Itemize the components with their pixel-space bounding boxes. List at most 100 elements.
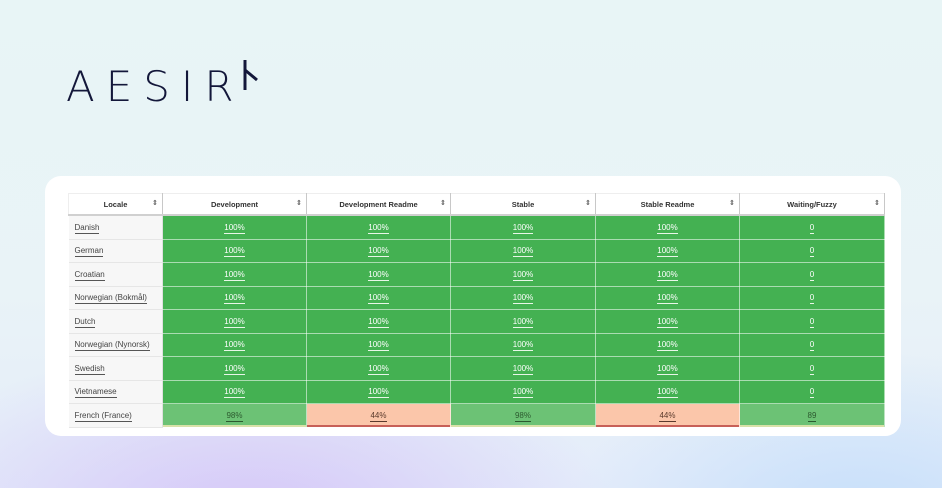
locale-cell: Vietnamese — [68, 380, 163, 404]
stable-readme-link[interactable]: 100% — [657, 340, 678, 352]
waiting-fuzzy-link[interactable]: 0 — [809, 387, 815, 399]
stable-readme-cell: 100% — [595, 262, 740, 287]
locale-link[interactable]: French (France) — [74, 410, 132, 422]
sort-icon[interactable]: ⇕ — [585, 200, 591, 207]
sort-icon[interactable]: ⇕ — [296, 200, 302, 207]
sort-icon[interactable]: ⇕ — [152, 200, 158, 207]
table-row: Vietnamese 100% 100% 100% 100% 0 — [68, 380, 885, 404]
aesir-logo: AESIR — [66, 60, 258, 111]
stable-readme-link[interactable]: 100% — [657, 363, 678, 375]
development-readme-link[interactable]: 100% — [368, 316, 389, 328]
locale-link[interactable]: Croatian — [74, 269, 105, 281]
table-row: Danish 100% 100% 100% 100% 0 — [68, 215, 885, 240]
development-readme-cell: 44% — [306, 403, 451, 428]
stable-link[interactable]: 100% — [512, 293, 534, 305]
column-header-stable[interactable]: Stable ⇕ — [450, 193, 596, 216]
locale-cell: German — [68, 239, 163, 263]
stable-readme-link[interactable]: 100% — [657, 387, 678, 399]
development-readme-link[interactable]: 100% — [368, 246, 389, 258]
locale-link[interactable]: Swedish — [74, 363, 105, 375]
locale-cell: Dutch — [68, 309, 163, 334]
stable-link[interactable]: 100% — [512, 340, 534, 352]
development-link[interactable]: 100% — [224, 363, 245, 375]
development-link[interactable]: 100% — [224, 387, 245, 399]
stable-link[interactable]: 100% — [512, 246, 534, 258]
stable-readme-cell: 44% — [595, 403, 740, 428]
development-readme-link[interactable]: 100% — [368, 340, 389, 352]
stable-readme-link[interactable]: 100% — [657, 269, 678, 281]
column-header-development-readme[interactable]: Development Readme ⇕ — [306, 193, 451, 216]
waiting-fuzzy-link[interactable]: 0 — [809, 269, 815, 281]
stable-cell: 100% — [450, 215, 596, 240]
development-readme-cell: 100% — [306, 333, 451, 357]
waiting-fuzzy-link[interactable]: 0 — [809, 340, 815, 352]
development-readme-link[interactable]: 100% — [368, 387, 389, 399]
waiting-fuzzy-cell: 0 — [739, 286, 885, 310]
stable-readme-link[interactable]: 100% — [657, 293, 678, 305]
stable-link[interactable]: 98% — [514, 410, 531, 422]
stable-readme-cell: 100% — [595, 333, 740, 357]
waiting-fuzzy-link[interactable]: 0 — [809, 363, 815, 375]
locale-link[interactable]: Vietnamese — [74, 387, 117, 399]
table-row: Croatian 100% 100% 100% 100% 0 — [68, 262, 885, 287]
logo-rune-icon — [239, 60, 258, 106]
development-cell: 100% — [162, 262, 307, 287]
development-link[interactable]: 100% — [224, 316, 245, 328]
stable-link[interactable]: 100% — [512, 387, 534, 399]
table-row: German 100% 100% 100% 100% 0 — [68, 239, 885, 263]
stable-readme-link[interactable]: 44% — [659, 410, 676, 422]
development-cell: 100% — [162, 380, 307, 404]
stable-cell: 98% — [450, 403, 596, 428]
development-readme-cell: 100% — [306, 286, 451, 310]
development-readme-link[interactable]: 44% — [370, 410, 387, 422]
development-cell: 98% — [162, 403, 307, 428]
stable-readme-link[interactable]: 100% — [657, 316, 678, 328]
stable-readme-link[interactable]: 100% — [657, 222, 678, 234]
stable-readme-cell: 100% — [595, 239, 740, 263]
waiting-fuzzy-link[interactable]: 0 — [809, 293, 815, 305]
waiting-fuzzy-link[interactable]: 0 — [809, 222, 815, 234]
development-readme-link[interactable]: 100% — [368, 293, 389, 305]
waiting-fuzzy-cell: 0 — [739, 239, 885, 263]
stable-link[interactable]: 100% — [512, 316, 534, 328]
development-link[interactable]: 100% — [224, 269, 245, 281]
stable-readme-link[interactable]: 100% — [657, 246, 678, 258]
development-link[interactable]: 100% — [224, 222, 245, 234]
development-cell: 100% — [162, 239, 307, 263]
stable-cell: 100% — [450, 286, 596, 310]
waiting-fuzzy-cell: 0 — [739, 262, 885, 287]
development-link[interactable]: 100% — [224, 246, 245, 258]
waiting-fuzzy-cell: 89 — [739, 403, 885, 428]
column-header-development[interactable]: Development ⇕ — [162, 193, 307, 216]
stable-readme-cell: 100% — [595, 309, 740, 334]
translation-status-card: Locale ⇕ Development ⇕ Development Readme ⇕… — [45, 176, 901, 436]
column-header-waiting-fuzzy[interactable]: Waiting/Fuzzy ⇕ — [739, 193, 885, 216]
development-link[interactable]: 98% — [226, 410, 243, 422]
development-readme-cell: 100% — [306, 356, 451, 381]
development-readme-link[interactable]: 100% — [368, 222, 389, 234]
column-header-stable-readme[interactable]: Stable Readme ⇕ — [595, 193, 740, 216]
locale-link[interactable]: Danish — [74, 222, 100, 234]
sort-icon[interactable]: ⇕ — [729, 200, 735, 207]
development-cell: 100% — [162, 333, 307, 357]
development-readme-link[interactable]: 100% — [368, 269, 389, 281]
waiting-fuzzy-link[interactable]: 0 — [809, 316, 815, 328]
locale-link[interactable]: Norwegian (Nynorsk) — [74, 340, 150, 352]
development-link[interactable]: 100% — [224, 293, 245, 305]
table-header-row: Locale ⇕ Development ⇕ Development Readme ⇕… — [68, 193, 885, 216]
locale-link[interactable]: Dutch — [74, 316, 96, 328]
waiting-fuzzy-link[interactable]: 0 — [809, 246, 815, 258]
table-row: Norwegian (Bokmål) 100% 100% 100% 100% 0 — [68, 286, 885, 310]
column-header-locale[interactable]: Locale ⇕ — [68, 193, 163, 216]
stable-link[interactable]: 100% — [512, 222, 534, 234]
locale-link[interactable]: German — [74, 246, 104, 258]
sort-icon[interactable]: ⇕ — [440, 200, 446, 207]
development-readme-link[interactable]: 100% — [368, 363, 389, 375]
waiting-fuzzy-link[interactable]: 89 — [807, 410, 817, 422]
stable-link[interactable]: 100% — [512, 269, 534, 281]
locale-link[interactable]: Norwegian (Bokmål) — [74, 293, 147, 305]
stable-cell: 100% — [450, 309, 596, 334]
stable-link[interactable]: 100% — [512, 363, 534, 375]
sort-icon[interactable]: ⇕ — [874, 200, 880, 207]
development-link[interactable]: 100% — [224, 340, 245, 352]
